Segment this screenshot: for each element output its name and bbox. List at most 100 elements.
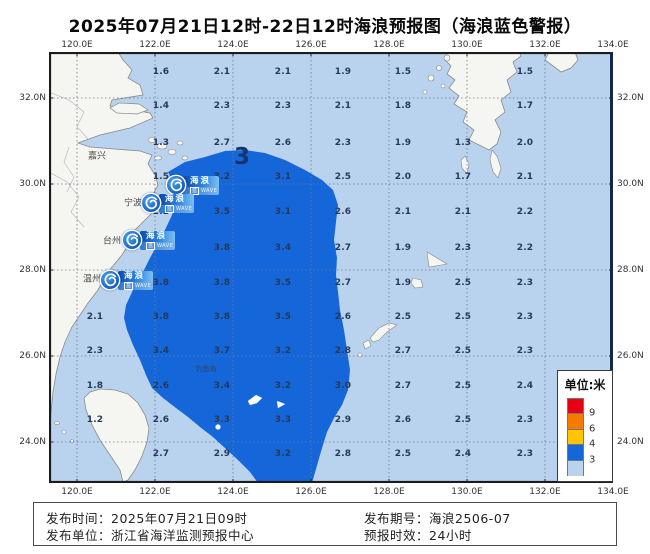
wave-height-value: 2.4 — [516, 381, 534, 391]
badge-level-label: 蓝 — [146, 241, 156, 250]
wave-height-value: 2.5 — [454, 278, 472, 288]
lat-label-left: 26.0N — [19, 351, 46, 361]
legend-title: 单位:米 — [564, 378, 606, 392]
wave-height-value: 1.9 — [334, 67, 352, 77]
footer-info-item: 发布时间：2025年07月21日09时 — [46, 511, 248, 526]
lat-label-right: 24.0N — [617, 437, 644, 447]
wave-height-value: 2.1 — [213, 67, 231, 77]
wave-height-value: 2.1 — [334, 101, 352, 111]
lon-label-bottom: 130.0E — [451, 487, 483, 497]
wave-height-value: 3.8 — [152, 312, 170, 322]
wave-height-value: 3.8 — [213, 243, 231, 253]
legend-threshold-label: 9 — [589, 407, 596, 419]
lon-label-top: 130.0E — [451, 40, 483, 50]
lon-label-top: 126.0E — [295, 40, 327, 50]
wave-height-value: 1.5 — [152, 172, 170, 182]
wave-height-value: 2.5 — [454, 381, 472, 391]
wave-height-value: 3.4 — [213, 381, 231, 391]
wave-height-value: 2.3 — [516, 312, 534, 322]
wave-height-value: 3.5 — [274, 312, 292, 322]
lon-label-bottom: 122.0E — [139, 487, 171, 497]
wave-warning-badge: 海浪蓝 WAVE — [99, 269, 153, 291]
lon-label-bottom: 120.0E — [61, 487, 93, 497]
lat-label-left: 30.0N — [19, 179, 46, 189]
wave-height-value: 3.2 — [274, 346, 292, 356]
wave-warning-badge: 海浪蓝 WAVE — [165, 174, 219, 196]
wave-height-value: 3.4 — [152, 346, 170, 356]
wave-height-value: 2.7 — [334, 243, 352, 253]
islands-penghu — [54, 421, 74, 443]
wave-height-value: 1.7 — [516, 101, 534, 111]
wave-height-value: 3.8 — [152, 278, 170, 288]
wave-height-value: 1.5 — [516, 67, 534, 77]
land-mainland — [49, 52, 159, 453]
wave-height-value: 2.7 — [213, 138, 231, 148]
wave-height-value: 2.6 — [274, 138, 292, 148]
legend-swatch — [568, 414, 583, 430]
wave-height-value: 2.0 — [394, 172, 412, 182]
wave-height-value: 3.5 — [274, 278, 292, 288]
wave-height-value: 2.3 — [454, 243, 472, 253]
islands-goto — [422, 54, 451, 95]
lat-label-right: 30.0N — [617, 179, 644, 189]
legend: 单位:米 9 6 4 3 — [557, 370, 613, 482]
wave-height-value: 1.6 — [152, 67, 170, 77]
wave-height-value: 2.6 — [394, 415, 412, 425]
lon-label-bottom: 132.0E — [529, 487, 561, 497]
legend-threshold-label: 4 — [589, 438, 596, 450]
lon-label-bottom: 124.0E — [217, 487, 249, 497]
forecast-map — [49, 52, 613, 483]
wave-height-value: 2.6 — [152, 415, 170, 425]
lon-label-top: 120.0E — [61, 40, 93, 50]
wave-height-value: 3.2 — [274, 381, 292, 391]
city-label-嘉兴: 嘉兴 — [87, 151, 107, 162]
lon-label-top: 124.0E — [217, 40, 249, 50]
wave-height-value: 3.1 — [274, 207, 292, 217]
wave-height-value: 1.8 — [86, 381, 104, 391]
wave-height-value: 2.5 — [454, 415, 472, 425]
wave-height-value: 3.5 — [213, 207, 231, 217]
badge-text-block: 海浪蓝 WAVE — [184, 175, 219, 195]
wave-height-value: 2.9 — [213, 449, 231, 459]
wave-curl-icon — [121, 229, 143, 251]
lat-label-left: 24.0N — [19, 437, 46, 447]
wave-height-value: 2.5 — [454, 346, 472, 356]
lon-label-bottom: 128.0E — [373, 487, 405, 497]
wave-height-value: 2.3 — [334, 138, 352, 148]
wave-height-value: 1.5 — [394, 67, 412, 77]
wave-height-value: 2.1 — [394, 207, 412, 217]
lon-label-top: 132.0E — [529, 40, 561, 50]
badge-level-label: 蓝 — [190, 186, 200, 195]
legend-threshold-label: 6 — [589, 423, 596, 435]
lon-label-top: 122.0E — [139, 40, 171, 50]
wave-height-value: 2.4 — [454, 449, 472, 459]
wave-warning-badge: 海浪蓝 WAVE — [140, 192, 194, 214]
footer-info-item: 预报时效：24小时 — [364, 528, 472, 543]
city-label-温州: 温州 — [82, 274, 102, 285]
wave-height-value: 2.8 — [334, 346, 352, 356]
badge-sub-label: 蓝 WAVE — [159, 204, 194, 213]
wave-height-value: 2.5 — [394, 449, 412, 459]
wave-height-value: 2.6 — [152, 381, 170, 391]
wave-height-value: 2.7 — [334, 278, 352, 288]
badge-text-block: 海浪蓝 WAVE — [140, 230, 175, 250]
map-geography — [49, 52, 613, 483]
wave-height-value: 2.1 — [516, 172, 534, 182]
wave-height-value: 1.8 — [394, 101, 412, 111]
lon-label-top: 134.0E — [597, 40, 629, 50]
wave-height-value: 2.5 — [394, 312, 412, 322]
legend-swatch — [568, 399, 583, 415]
wave-height-value: 2.3 — [516, 346, 534, 356]
page-title: 2025年07月21日12时-22日12时海浪预报图（海浪蓝色警报） — [68, 17, 582, 37]
badge-main-label: 海浪 — [184, 175, 219, 187]
wave-height-value: 3.2 — [213, 172, 231, 182]
wave-height-value: 1.9 — [394, 243, 412, 253]
island-chongming — [109, 102, 149, 115]
badge-level-label: 蓝 — [124, 281, 134, 290]
wave-height-value: 2.3 — [516, 449, 534, 459]
badge-sub-label: 蓝 WAVE — [140, 241, 175, 250]
wave-height-value: 2.2 — [516, 243, 534, 253]
wave-curl-icon — [140, 192, 162, 214]
wave-height-value: 2.2 — [516, 207, 534, 217]
